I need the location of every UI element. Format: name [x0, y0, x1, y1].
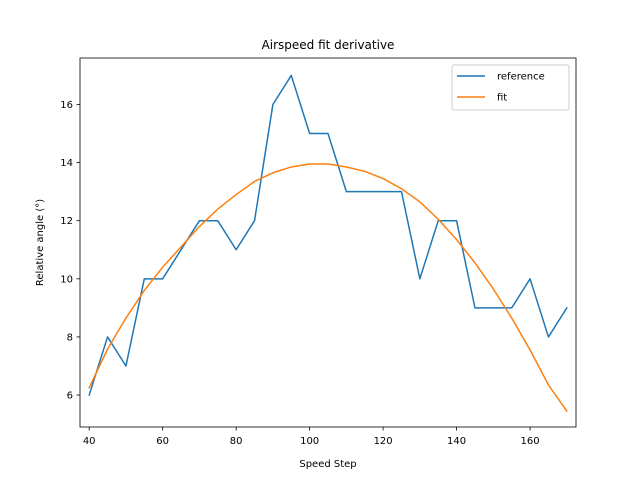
x-tick-label: 40	[83, 436, 96, 447]
x-tick-label: 60	[156, 436, 169, 447]
chart-title: Airspeed fit derivative	[262, 38, 395, 52]
legend-label-reference: reference	[497, 72, 545, 83]
y-tick-label: 16	[60, 100, 73, 111]
axes-frame	[79, 57, 577, 428]
legend: reference fit	[451, 64, 570, 111]
x-tick-label: 100	[300, 436, 319, 447]
x-tick-label: 80	[230, 436, 243, 447]
x-axis-label: Speed Step	[299, 459, 356, 470]
x-axis: 40 60 80 100 120 140 160	[83, 427, 540, 447]
x-tick-label: 160	[521, 436, 540, 447]
x-tick-label: 120	[374, 436, 393, 447]
series-line-reference	[88, 74, 568, 396]
y-tick-label: 14	[60, 158, 73, 169]
y-tick-label: 6	[67, 391, 73, 402]
plot-area	[88, 74, 568, 413]
y-tick-label: 8	[67, 332, 73, 343]
legend-label-fit: fit	[497, 93, 507, 104]
y-axis: 6 8 10 12 14 16	[60, 100, 80, 402]
series-line-fit	[88, 163, 568, 413]
y-tick-label: 12	[60, 216, 73, 227]
x-tick-label: 140	[447, 436, 466, 447]
y-tick-label: 10	[60, 274, 73, 285]
y-axis-label: Relative angle (°)	[35, 199, 46, 286]
